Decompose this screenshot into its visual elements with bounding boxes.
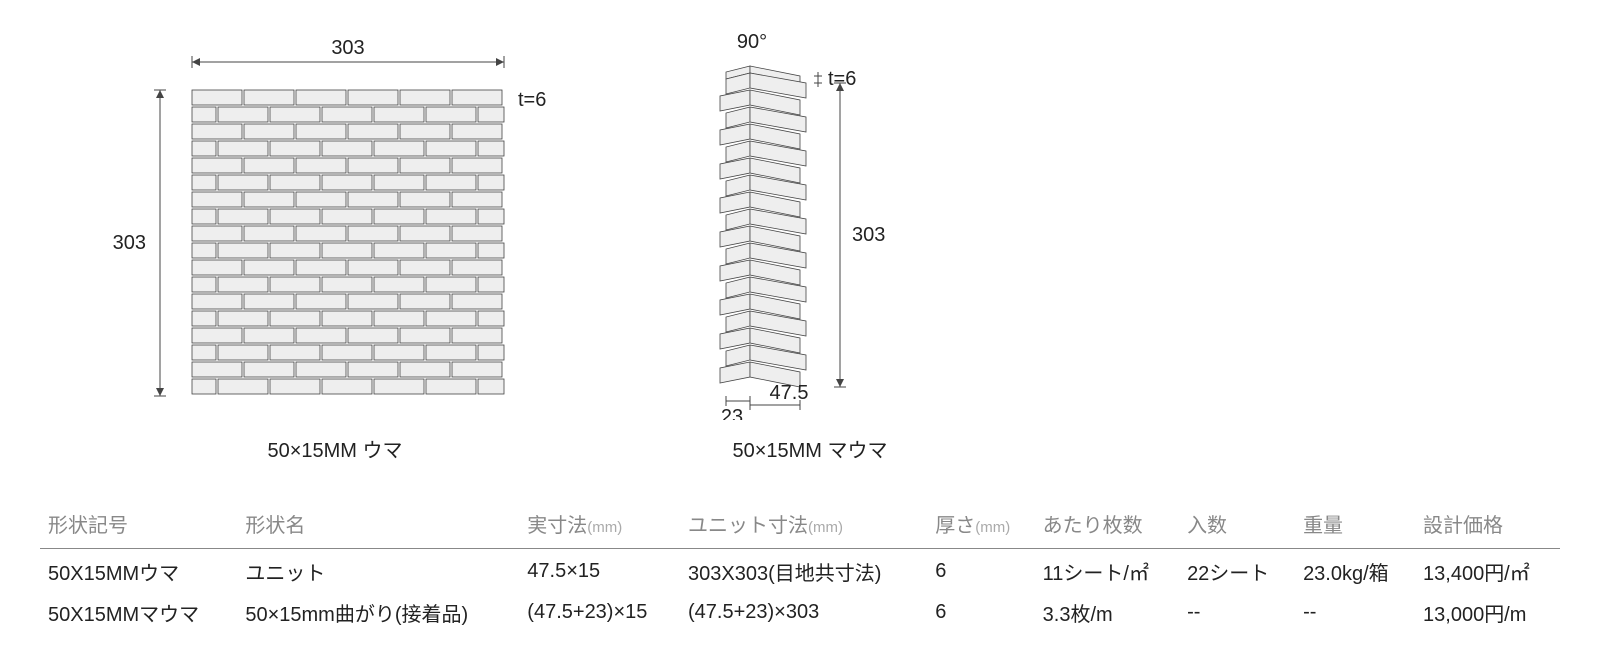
table-cell: 50X15MMウマ (40, 549, 237, 591)
spec-col-1: 形状名 (237, 503, 519, 549)
spec-col-0: 形状記号 (40, 503, 237, 549)
table-cell: 50X15MMマウマ (40, 590, 237, 631)
corner-tile-diagram: 90° 303 t=6 23 47.5 50×15MM マウマ (670, 20, 950, 463)
svg-text:303: 303 (331, 37, 364, 59)
table-cell: (47.5+23)×15 (519, 590, 680, 631)
corner-tile-svg: 90° 303 t=6 23 47.5 (670, 20, 950, 420)
svg-text:47.5: 47.5 (770, 382, 809, 404)
svg-text:t=6: t=6 (828, 68, 856, 90)
spec-table: 形状記号形状名実寸法(mm)ユニット寸法(mm)厚さ(mm)あたり枚数入数重量設… (40, 503, 1560, 631)
table-cell: 11シート/㎡ (1035, 549, 1179, 591)
table-cell: 22シート (1179, 549, 1295, 591)
table-row: 50X15MMマウマ50×15mm曲がり(接着品)(47.5+23)×15(47… (40, 590, 1560, 631)
svg-text:90°: 90° (737, 31, 767, 53)
table-cell: 6 (927, 590, 1034, 631)
flat-tile-caption: 50×15MM ウマ (267, 434, 402, 463)
table-cell: 50×15mm曲がり(接着品) (237, 590, 519, 631)
table-cell: 303X303(目地共寸法) (680, 549, 927, 591)
table-cell: 3.3枚/m (1035, 590, 1179, 631)
diagrams-row: 303 303 t=6 50×15MM ウマ 90° 303 t=6 23 47.5 50×… (40, 20, 1560, 463)
corner-tile-caption: 50×15MM マウマ (732, 434, 887, 463)
table-cell: (47.5+23)×303 (680, 590, 927, 631)
table-cell: 6 (927, 549, 1034, 591)
table-cell: ユニット (237, 549, 519, 591)
table-row: 50X15MMウマユニット47.5×15303X303(目地共寸法)611シート… (40, 549, 1560, 591)
spec-table-header-row: 形状記号形状名実寸法(mm)ユニット寸法(mm)厚さ(mm)あたり枚数入数重量設… (40, 503, 1560, 549)
table-cell: 13,400円/㎡ (1415, 549, 1560, 591)
svg-text:23: 23 (721, 406, 743, 420)
svg-text:303: 303 (852, 224, 885, 246)
svg-text:303: 303 (113, 232, 146, 254)
flat-tile-svg: 303 303 t=6 (100, 20, 570, 420)
spec-col-5: あたり枚数 (1035, 503, 1179, 549)
spec-col-3: ユニット寸法(mm) (680, 503, 927, 549)
spec-col-4: 厚さ(mm) (927, 503, 1034, 549)
table-cell: -- (1179, 590, 1295, 631)
spec-col-7: 重量 (1295, 503, 1415, 549)
table-cell: -- (1295, 590, 1415, 631)
spec-col-2: 実寸法(mm) (519, 503, 680, 549)
table-cell: 13,000円/m (1415, 590, 1560, 631)
spec-col-6: 入数 (1179, 503, 1295, 549)
table-cell: 23.0kg/箱 (1295, 549, 1415, 591)
flat-tile-diagram: 303 303 t=6 50×15MM ウマ (100, 20, 570, 463)
spec-col-8: 設計価格 (1415, 503, 1560, 549)
svg-text:t=6: t=6 (518, 89, 546, 111)
spec-table-body: 50X15MMウマユニット47.5×15303X303(目地共寸法)611シート… (40, 549, 1560, 632)
table-cell: 47.5×15 (519, 549, 680, 591)
spec-table-head: 形状記号形状名実寸法(mm)ユニット寸法(mm)厚さ(mm)あたり枚数入数重量設… (40, 503, 1560, 549)
